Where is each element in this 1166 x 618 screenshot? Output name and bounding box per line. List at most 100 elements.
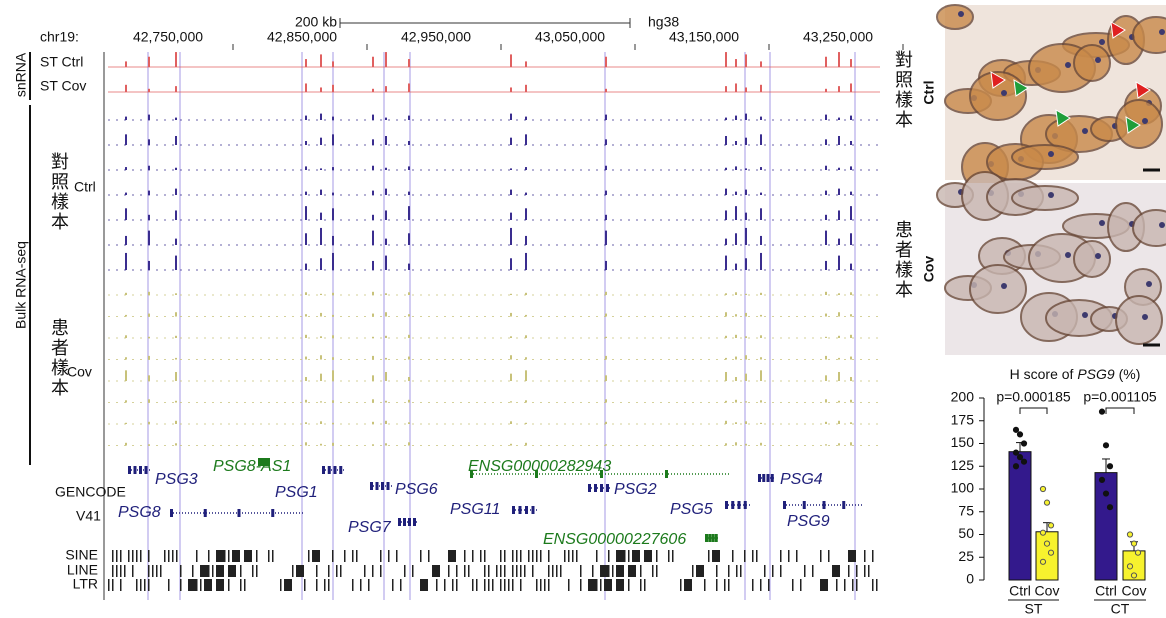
repeat: [680, 579, 682, 591]
repeat: [240, 579, 242, 591]
signal: [725, 52, 727, 67]
signal: [332, 235, 334, 245]
data-point: [1130, 572, 1138, 579]
repeat: [616, 550, 624, 562]
signal: [735, 292, 737, 295]
position-label: 43,050,000: [535, 29, 605, 45]
repeat: [504, 550, 506, 562]
repeat: [308, 550, 310, 562]
repeat: [652, 565, 654, 577]
data-point: [1047, 522, 1055, 529]
repeat: [328, 565, 330, 577]
repeat: [512, 579, 514, 591]
signal: [510, 336, 512, 338]
villus: [1115, 295, 1163, 345]
signal: [125, 134, 127, 145]
repeat: [716, 579, 718, 591]
track-label: ST Ctrl: [40, 54, 83, 70]
gene-label: PSG11: [450, 501, 500, 518]
repeat: [156, 565, 158, 577]
signal: [408, 206, 410, 220]
signal: [525, 167, 527, 170]
repeat: [208, 565, 210, 577]
signal: [510, 189, 512, 195]
repeat: [392, 579, 394, 591]
repeat: [492, 579, 494, 591]
repeat: [812, 565, 814, 577]
p-bracket: [1105, 407, 1135, 414]
signal: [320, 373, 322, 381]
repeat: [256, 565, 258, 577]
signal: [148, 336, 150, 338]
signal: [372, 355, 374, 360]
repeat: [624, 550, 626, 562]
repeat: [692, 565, 694, 577]
signal: [332, 208, 334, 220]
repeat: [356, 550, 358, 562]
repeat: [328, 579, 330, 591]
signal: [305, 83, 307, 92]
track-label: snRNA: [13, 52, 29, 97]
exon: [271, 509, 275, 517]
repeat: [740, 565, 742, 577]
signal: [825, 190, 827, 195]
arrowhead: [1013, 79, 1029, 97]
repeat: [380, 565, 382, 577]
signal: [745, 168, 747, 170]
repeat: [728, 579, 730, 591]
signal: [760, 235, 762, 245]
signal: [332, 357, 334, 360]
signal: [760, 84, 762, 92]
repeat: [708, 550, 710, 562]
signal: [850, 141, 852, 145]
position-label: 42,850,000: [267, 29, 337, 45]
signal: [148, 313, 150, 317]
repeat: [360, 579, 362, 591]
signal: [148, 165, 150, 170]
repeat: [548, 565, 550, 577]
exon: [267, 458, 270, 466]
exon: [333, 466, 337, 474]
signal: [850, 377, 852, 381]
category-label: Cov: [1122, 583, 1147, 599]
repeat: [684, 579, 692, 591]
signal: [305, 422, 307, 424]
repeat: [256, 550, 258, 562]
repeat: [168, 579, 170, 591]
signal: [385, 400, 387, 403]
signal: [825, 114, 827, 120]
repeat: [400, 579, 402, 591]
nucleus: [1159, 222, 1165, 228]
signal: [148, 139, 150, 145]
signal: [850, 399, 852, 403]
villus: [1132, 16, 1166, 54]
signal: [408, 115, 410, 120]
signal: [408, 399, 410, 403]
track-label: SINE: [65, 547, 98, 563]
signal: [305, 141, 307, 145]
villus: [1132, 209, 1166, 247]
data-point: [1047, 549, 1055, 556]
signal: [760, 314, 762, 317]
repeat: [848, 550, 856, 562]
exon: [370, 482, 373, 490]
repeat: [504, 565, 506, 577]
signal: [305, 377, 307, 381]
signal: [385, 443, 387, 446]
signal: [125, 252, 127, 270]
signal: [408, 263, 410, 270]
arrowhead: [990, 71, 1006, 89]
villus: [1073, 44, 1111, 82]
repeat: [140, 550, 142, 562]
repeat: [800, 579, 802, 591]
signal: [125, 235, 127, 245]
signal: [125, 208, 127, 220]
repeat: [616, 565, 624, 577]
signal: [850, 356, 852, 360]
category-label: Ctrl: [1095, 583, 1117, 599]
signal: [850, 59, 852, 67]
signal: [385, 167, 387, 170]
exon: [237, 509, 241, 517]
exon: [665, 470, 668, 478]
